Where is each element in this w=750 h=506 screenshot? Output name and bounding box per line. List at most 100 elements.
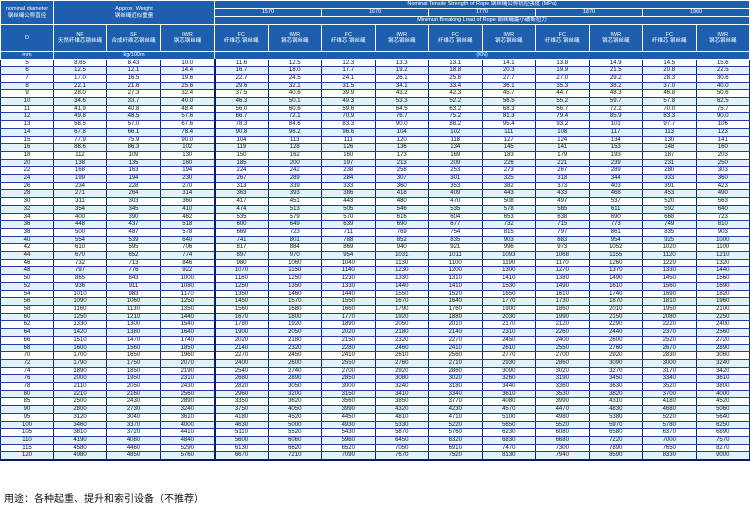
breaking-load-cell: 1560 [695, 274, 750, 283]
weight-cell: 1950 [106, 374, 161, 384]
table-row: 105 3810 3720 4410 5110 5520 5430 5870 5760 6230 6… [0, 428, 750, 437]
breaking-load-cell: 749 [642, 220, 697, 229]
breaking-load-cell: 2740 [267, 367, 322, 376]
breaking-load-cell: 1170 [535, 259, 590, 268]
weight-cell: 1210 [106, 313, 161, 322]
weight-cell: 595 [106, 243, 161, 253]
diameter-cell: 8 [0, 82, 54, 91]
breaking-load-cell: 120 [374, 136, 429, 145]
breaking-load-cell: 21.5 [588, 66, 643, 75]
weight-cell: 12.1 [106, 66, 161, 75]
breaking-load-cell: 3420 [695, 367, 750, 376]
breaking-load-cell: 393 [267, 189, 322, 199]
weight-cell: 1010 [53, 290, 107, 299]
breaking-load-cell: 79.4 [535, 112, 590, 122]
weight-cell: 40.0 [160, 97, 215, 106]
weight-cell: 1890 [53, 367, 107, 376]
breaking-load-cell: 2520 [642, 336, 697, 345]
breaking-load-cell: 1150 [267, 266, 322, 276]
breaking-load-cell: 7940 [535, 451, 590, 461]
breaking-load-cell: 1093 [481, 251, 536, 260]
breaking-load-cell: 1310 [428, 274, 483, 283]
breaking-load-cell: 6580 [588, 428, 643, 437]
breaking-load-cell: 1330 [374, 274, 429, 283]
breaking-load-cell: 1040 [321, 259, 376, 268]
table-row: 8 22.1 21.6 25.6 29.6 32.1 31.5 34.1 33.4 36.1 35.… [0, 82, 750, 91]
weight-cell: 2160 [106, 390, 161, 399]
breaking-load-cell: 33.4 [428, 82, 483, 91]
breaking-load-cell: 3090 [588, 359, 643, 368]
breaking-load-cell: 1790 [374, 305, 429, 314]
grade-1570-iwr-header: IWR 钢芯钢丝绳 [267, 24, 322, 52]
diameter-cell: 9 [0, 89, 54, 98]
breaking-load-cell: 508 [481, 197, 536, 206]
breaking-load-cell: 403 [588, 182, 643, 191]
breaking-load-cell: 1350 [213, 290, 269, 299]
breaking-load-cell: 6250 [695, 421, 750, 430]
breaking-load-cell: 4080 [481, 397, 536, 407]
breaking-load-cell: 3050 [267, 382, 322, 391]
grade-1770-iwr-header: IWR 钢芯钢丝绳 [481, 24, 536, 52]
breaking-load-cell: 12.5 [267, 59, 322, 68]
weight-cell: 2000 [53, 374, 107, 384]
breaking-load-cell: 90.0 [374, 120, 429, 129]
breaking-load-cell: 1155 [588, 251, 643, 260]
breaking-load-cell: 1680 [267, 305, 322, 314]
weight-cell: 314 [160, 189, 215, 199]
breaking-load-cell: 1440 [374, 282, 429, 291]
breaking-load-cell: 1068 [535, 251, 590, 260]
breaking-load-cell: 741 [213, 236, 269, 245]
grade-1870-fc-header: FC 纤维芯 钢丝绳 [535, 24, 590, 52]
weight-cell: 67.8 [53, 128, 107, 137]
table-row: 38 500 487 578 669 723 711 769 754 815 797 861 835 90… [0, 228, 750, 237]
breaking-load-cell: 2010 [428, 320, 483, 330]
breaking-load-cell: 1000 [695, 236, 750, 245]
weight-cell: 163 [106, 166, 161, 176]
breaking-load-cell: 2270 [213, 351, 269, 360]
breaking-load-cell: 1120 [642, 251, 697, 260]
breaking-load-cell: 46.3 [213, 97, 269, 106]
breaking-load-cell: 443 [481, 189, 536, 199]
weight-cell: 130 [160, 151, 215, 160]
weight-cell: 1060 [106, 297, 161, 306]
breaking-load-cell: 835 [428, 236, 483, 245]
weight-cell: 1250 [160, 297, 215, 306]
breaking-load-cell: 640 [695, 205, 750, 214]
diameter-cell: 42 [0, 243, 54, 253]
breaking-load-cell: 221 [535, 159, 590, 168]
diameter-cell: 95 [0, 413, 54, 422]
weight-cell: 390 [106, 213, 161, 222]
breaking-load-cell: 1410 [481, 274, 536, 283]
breaking-load-cell: 940 [374, 243, 429, 253]
breaking-load-cell: 1780 [213, 320, 269, 330]
breaking-load-cell: 203 [695, 151, 750, 160]
breaking-load-cell: 3610 [481, 390, 536, 399]
weight-cell: 90.0 [160, 136, 215, 145]
breaking-load-cell: 13.3 [374, 59, 429, 68]
weight-cell: 554 [53, 236, 107, 245]
weight-cell: 1560 [106, 344, 161, 353]
weight-iwr-header: IWR 钢芯钢丝绳 [160, 24, 215, 52]
weight-cell: 33.7 [106, 97, 161, 106]
breaking-load-cell: 141 [535, 143, 590, 152]
breaking-load-cell: 1250 [213, 282, 269, 291]
table-row: 72 1790 1750 2070 2400 2600 2550 2760 2710 2930 28… [0, 359, 750, 368]
grade-1670-fc-header: FC 纤维芯 钢丝绳 [321, 24, 376, 52]
weight-cell: 345 [106, 205, 161, 214]
breaking-load-cell: 1200 [428, 266, 483, 276]
breaking-load-cell: 3850 [374, 397, 429, 407]
weight-cell: 311 [53, 197, 107, 206]
breaking-load-cell: 649 [267, 220, 322, 229]
breaking-load-cell: 1670 [374, 297, 429, 306]
breaking-load-cell: 4680 [642, 405, 697, 414]
breaking-load-cell: 187 [642, 151, 697, 160]
breaking-load-cell: 1380 [535, 274, 590, 283]
breaking-load-cell: 4050 [267, 405, 322, 414]
weight-cell: 1470 [106, 336, 161, 345]
weight-cell: 487 [106, 228, 161, 237]
weight-cell: 911 [106, 282, 161, 291]
breaking-load-cell: 6130 [213, 444, 269, 453]
weight-cell: 539 [106, 236, 161, 245]
breaking-load-cell: 869 [321, 243, 376, 253]
breaking-load-cell: 2400 [695, 320, 750, 330]
